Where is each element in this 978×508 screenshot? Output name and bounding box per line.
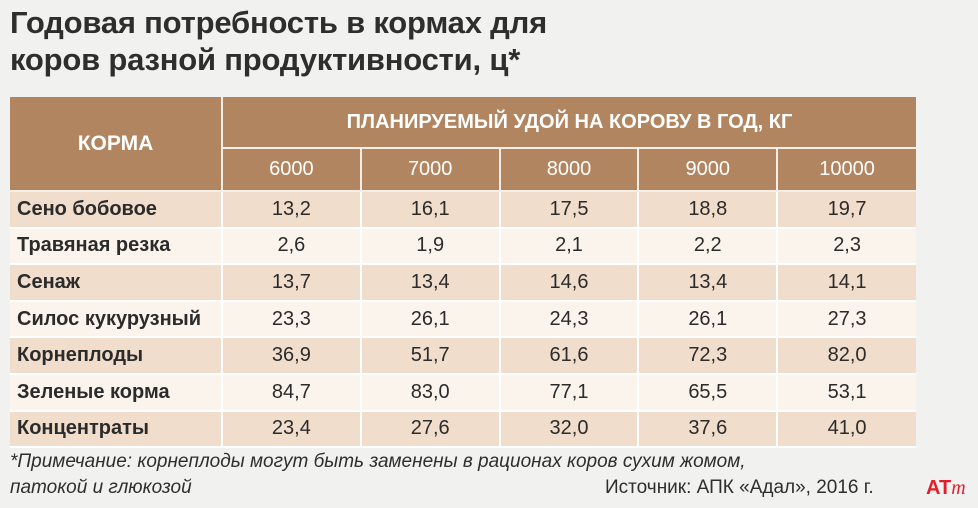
row-header-label: КОРМА	[10, 97, 223, 192]
value-cell: 2,3	[777, 227, 916, 266]
value-cell: 24,3	[499, 300, 640, 339]
value-cell: 61,6	[499, 337, 640, 375]
value-cell: 26,1	[638, 300, 779, 339]
value-cell: 32,0	[499, 410, 640, 449]
value-cell: 23,3	[222, 300, 362, 339]
column-header: 7000	[360, 148, 501, 192]
value-cell: 26,1	[360, 300, 501, 339]
column-header: 6000	[222, 148, 362, 192]
footnote-line-1: *Примечание: корнеплоды могут быть замен…	[10, 451, 746, 472]
value-cell: 2,2	[638, 227, 779, 266]
table-row: Силос кукурузный 23,3 26,1 24,3 26,1 27,3	[10, 300, 916, 339]
value-cell: 72,3	[638, 337, 779, 375]
publisher-logo: ATm	[926, 475, 966, 501]
yield-header-row: 6000 7000 8000 9000 10000	[10, 148, 916, 192]
value-cell: 16,1	[360, 191, 501, 229]
value-cell: 27,3	[777, 300, 916, 339]
value-cell: 2,6	[222, 227, 362, 266]
chart-title: Годовая потребность в кормах для коров р…	[10, 4, 547, 78]
value-cell: 82,0	[777, 337, 916, 375]
column-group-label: ПЛАНИРУЕМЫЙ УДОЙ НА КОРОВУ В ГОД, КГ	[222, 97, 916, 149]
table-row: Корнеплоды 36,9 51,7 61,6 72,3 82,0	[10, 337, 916, 375]
value-cell: 14,6	[499, 264, 640, 302]
value-cell: 18,8	[638, 191, 779, 229]
value-cell: 17,5	[499, 191, 640, 229]
value-cell: 13,4	[360, 264, 501, 302]
value-cell: 19,7	[777, 191, 916, 229]
value-cell: 14,1	[777, 264, 916, 302]
title-line-2: коров разной продуктивности, ц*	[10, 42, 521, 77]
feed-name-cell: Травяная резка	[10, 227, 223, 266]
value-cell: 37,6	[638, 410, 779, 449]
value-cell: 77,1	[499, 373, 640, 412]
value-cell: 13,2	[222, 191, 362, 229]
column-header: 10000	[777, 148, 916, 192]
value-cell: 65,5	[638, 373, 779, 412]
table-row: Травяная резка 2,6 1,9 2,1 2,2 2,3	[10, 227, 916, 266]
value-cell: 36,9	[222, 337, 362, 375]
source-text: Источник: АПК «Адал», 2016 г.	[605, 477, 874, 498]
table-row: Зеленые корма 84,7 83,0 77,1 65,5 53,1	[10, 373, 916, 412]
table-body: Сено бобовое 13,2 16,1 17,5 18,8 19,7 Травяная…	[10, 191, 916, 449]
logo-text-m: m	[951, 477, 966, 499]
feed-name-cell: Силос кукурузный	[10, 300, 223, 339]
table-row: Сено бобовое 13,2 16,1 17,5 18,8 19,7	[10, 191, 916, 229]
logo-text-at: AT	[926, 477, 952, 499]
value-cell: 1,9	[360, 227, 501, 266]
footnote-line-2: патокой и глюкозой	[10, 477, 192, 498]
table-row: Концентраты 23,4 27,6 32,0 37,6 41,0	[10, 410, 916, 449]
feed-table: КОРМА ПЛАНИРУЕМЫЙ УДОЙ НА КОРОВУ В ГОД, …	[10, 97, 916, 449]
value-cell: 51,7	[360, 337, 501, 375]
feed-name-cell: Сено бобовое	[10, 191, 223, 229]
value-cell: 27,6	[360, 410, 501, 449]
value-cell: 83,0	[360, 373, 501, 412]
title-line-1: Годовая потребность в кормах для	[10, 5, 548, 40]
feed-name-cell: Концентраты	[10, 410, 223, 449]
value-cell: 2,1	[499, 227, 640, 266]
feed-name-cell: Зеленые корма	[10, 373, 223, 412]
footnote: *Примечание: корнеплоды могут быть замен…	[10, 449, 746, 501]
value-cell: 41,0	[777, 410, 916, 449]
value-cell: 13,7	[222, 264, 362, 302]
value-cell: 13,4	[638, 264, 779, 302]
feed-name-cell: Корнеплоды	[10, 337, 223, 375]
feed-name-cell: Сенаж	[10, 264, 223, 302]
column-header: 9000	[638, 148, 779, 192]
column-header: 8000	[499, 148, 640, 192]
value-cell: 84,7	[222, 373, 362, 412]
value-cell: 23,4	[222, 410, 362, 449]
value-cell: 53,1	[777, 373, 916, 412]
table-row: Сенаж 13,7 13,4 14,6 13,4 14,1	[10, 264, 916, 302]
